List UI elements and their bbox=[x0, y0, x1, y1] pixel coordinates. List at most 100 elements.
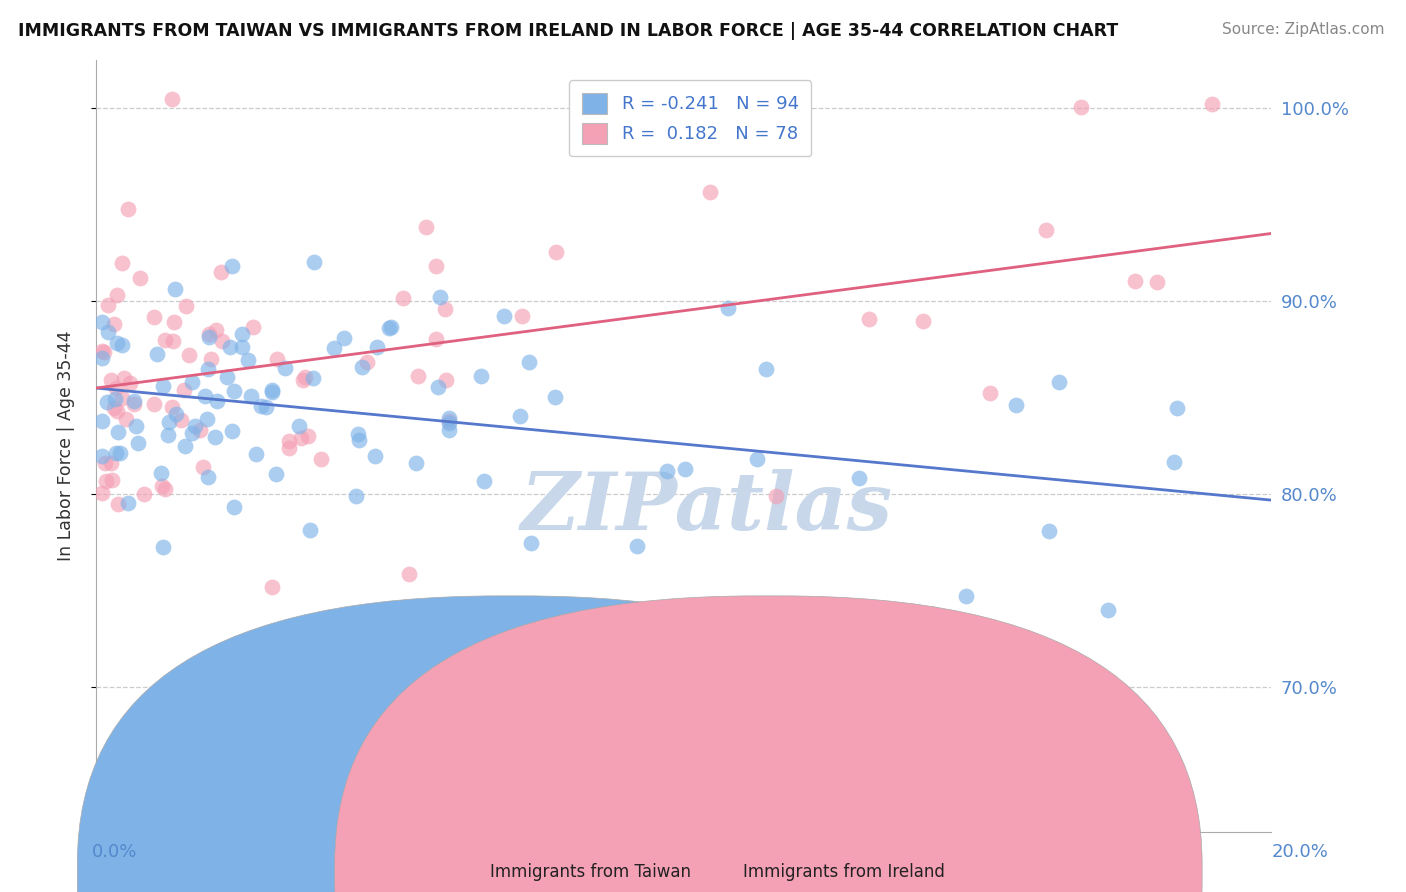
Point bbox=[160, 400, 183, 414]
Point bbox=[101, 473, 124, 487]
Point bbox=[297, 428, 319, 442]
Point bbox=[117, 202, 139, 216]
Point bbox=[191, 460, 214, 475]
Point bbox=[163, 315, 186, 329]
Text: Immigrants from Ireland: Immigrants from Ireland bbox=[742, 863, 945, 881]
Point bbox=[1163, 455, 1185, 469]
Point bbox=[398, 566, 420, 581]
Point bbox=[1097, 603, 1119, 617]
Point bbox=[107, 497, 129, 511]
Point bbox=[104, 392, 127, 407]
Y-axis label: In Labor Force | Age 35-44: In Labor Force | Age 35-44 bbox=[58, 331, 75, 561]
Point bbox=[1035, 223, 1057, 237]
Point bbox=[111, 338, 134, 352]
Point bbox=[115, 412, 138, 426]
Point bbox=[765, 489, 787, 503]
Text: IMMIGRANTS FROM TAIWAN VS IMMIGRANTS FROM IRELAND IN LABOR FORCE | AGE 35-44 COR: IMMIGRANTS FROM TAIWAN VS IMMIGRANTS FRO… bbox=[18, 22, 1119, 40]
Point bbox=[437, 416, 460, 430]
Point bbox=[519, 355, 541, 369]
Point bbox=[112, 370, 135, 384]
Point bbox=[425, 333, 447, 347]
Point bbox=[266, 351, 288, 366]
Point bbox=[415, 220, 437, 235]
Point bbox=[260, 385, 283, 400]
Point bbox=[266, 467, 288, 482]
Point bbox=[294, 370, 316, 384]
Point bbox=[153, 333, 176, 347]
Point bbox=[1070, 99, 1092, 113]
Point bbox=[858, 312, 880, 326]
Point bbox=[128, 270, 150, 285]
Point bbox=[125, 418, 148, 433]
Point bbox=[955, 589, 977, 603]
Point bbox=[111, 256, 134, 270]
Point bbox=[103, 757, 125, 772]
Point bbox=[323, 341, 346, 355]
Point bbox=[655, 464, 678, 478]
Point bbox=[165, 407, 187, 421]
Point bbox=[97, 325, 120, 339]
Point bbox=[1047, 376, 1070, 390]
Point bbox=[242, 320, 264, 334]
Point bbox=[405, 456, 427, 470]
Point bbox=[347, 433, 370, 447]
Point bbox=[211, 334, 233, 349]
Point bbox=[90, 414, 112, 428]
Point bbox=[170, 413, 193, 427]
Point bbox=[356, 355, 378, 369]
Point bbox=[94, 456, 117, 470]
Legend: R = -0.241   N = 94, R =  0.182   N = 78: R = -0.241 N = 94, R = 0.182 N = 78 bbox=[569, 80, 811, 156]
Point bbox=[205, 323, 228, 337]
Point bbox=[173, 439, 195, 453]
Point bbox=[122, 393, 145, 408]
Point bbox=[105, 335, 128, 350]
Point bbox=[1038, 524, 1060, 539]
Point bbox=[153, 482, 176, 496]
Point bbox=[848, 470, 870, 484]
Text: 0.0%: 0.0% bbox=[91, 843, 136, 861]
Point bbox=[544, 391, 567, 405]
Point bbox=[90, 315, 112, 329]
Point bbox=[162, 91, 184, 105]
Point bbox=[472, 474, 495, 488]
Point bbox=[105, 288, 128, 302]
Point bbox=[173, 383, 195, 397]
Point bbox=[197, 470, 219, 484]
Point bbox=[204, 430, 226, 444]
Point bbox=[177, 348, 200, 362]
Point bbox=[673, 462, 696, 476]
Point bbox=[103, 317, 125, 331]
Point bbox=[236, 352, 259, 367]
Point bbox=[231, 326, 253, 341]
Text: 20.0%: 20.0% bbox=[1272, 843, 1329, 861]
Point bbox=[239, 388, 262, 402]
Point bbox=[406, 369, 429, 384]
Point bbox=[278, 434, 301, 448]
Point bbox=[288, 418, 311, 433]
Point bbox=[96, 395, 118, 409]
Point bbox=[512, 309, 534, 323]
Point bbox=[380, 319, 402, 334]
Point bbox=[509, 409, 531, 423]
Point bbox=[205, 393, 228, 408]
Point bbox=[911, 314, 934, 328]
Point bbox=[152, 379, 174, 393]
Point bbox=[122, 397, 145, 411]
Point bbox=[717, 301, 740, 316]
Point bbox=[231, 340, 253, 354]
Point bbox=[188, 423, 211, 437]
Point bbox=[439, 414, 461, 428]
Point bbox=[302, 255, 325, 269]
Point bbox=[350, 360, 373, 375]
Point bbox=[221, 424, 243, 438]
Point bbox=[162, 334, 184, 348]
Text: Immigrants from Taiwan: Immigrants from Taiwan bbox=[491, 863, 690, 881]
Point bbox=[347, 426, 370, 441]
Point bbox=[117, 495, 139, 509]
Point bbox=[94, 474, 117, 488]
Point bbox=[366, 340, 388, 354]
Point bbox=[344, 489, 367, 503]
Point bbox=[211, 265, 233, 279]
Point bbox=[332, 330, 354, 344]
Point bbox=[1166, 401, 1188, 416]
